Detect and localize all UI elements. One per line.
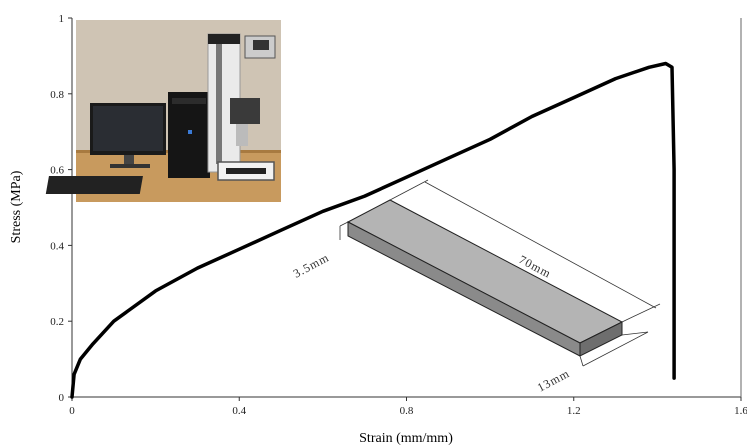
specimen-top-face	[346, 199, 624, 344]
x-ticks: 0 0.4 0.8 1.2 1.6	[69, 397, 747, 417]
inset-photo	[45, 20, 281, 202]
dim-ext-thickness-a	[339, 221, 349, 227]
x-tick-label: 1.6	[734, 405, 747, 417]
x-tick-label: 1.2	[567, 405, 581, 417]
computer-tower-icon	[168, 92, 210, 178]
y-tick-label: 0.8	[50, 89, 64, 101]
dim-ext-width-a	[579, 355, 584, 367]
x-axis-title: Strain (mm/mm)	[359, 431, 453, 446]
dim-line-width	[582, 331, 649, 367]
y-tick-label: 0.4	[50, 240, 64, 252]
thickness-label: 3.5mm	[291, 250, 332, 281]
monitor-icon	[90, 103, 166, 168]
x-tick-label: 0	[69, 405, 75, 417]
y-tick-label: 0	[59, 392, 65, 404]
specimen-drawing: 70mm 3.5mm 13mm	[291, 179, 661, 395]
dim-ext-length-b	[621, 303, 661, 323]
y-tick-label: 0.2	[50, 316, 64, 328]
y-axis-title: Stress (MPa)	[9, 170, 24, 243]
y-tick-label: 0.6	[50, 165, 64, 177]
stress-strain-curve	[70, 61, 676, 399]
x-tick-label: 0.8	[400, 405, 414, 417]
keyboard-icon	[45, 176, 143, 194]
tensile-machine-icon	[207, 33, 276, 181]
y-tick-label: 1	[59, 13, 65, 25]
dim-ext-length-a	[389, 179, 429, 201]
width-label: 13mm	[535, 366, 572, 395]
dim-ext-width-b	[621, 331, 649, 336]
x-tick-label: 0.4	[232, 405, 246, 417]
y-ticks: 0 0.2 0.4 0.6 0.8 1	[50, 13, 72, 404]
dim-line-length	[424, 181, 657, 309]
